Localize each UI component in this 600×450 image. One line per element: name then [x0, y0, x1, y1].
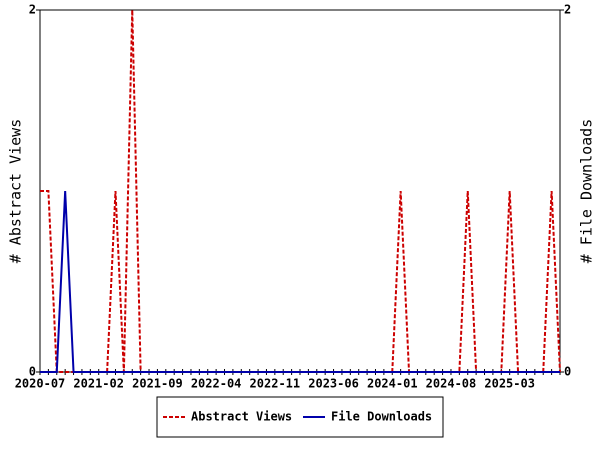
- x-tick-label: 2021-09: [132, 377, 183, 391]
- y-axis-label: # Abstract Views: [7, 119, 25, 264]
- x-tick-label: 2023-06: [308, 377, 359, 391]
- y2-axis-label: # File Downloads: [578, 119, 596, 264]
- y-tick-label: 0: [29, 365, 36, 379]
- x-tick-label: 2024-08: [426, 377, 477, 391]
- series-line: [40, 190, 560, 373]
- legend-label: Abstract Views: [191, 410, 292, 424]
- x-tick-label: 2025-03: [484, 377, 535, 391]
- y2-tick-label: 0: [564, 365, 571, 379]
- legend-box: [156, 396, 444, 438]
- x-tick-label: 2022-04: [191, 377, 242, 391]
- x-tick-label: 2020-07: [15, 377, 66, 391]
- y-tick-label: 2: [29, 3, 36, 17]
- x-tick-label: 2024-01: [367, 377, 418, 391]
- y2-tick-label: 2: [564, 3, 571, 17]
- legend-label: File Downloads: [331, 410, 432, 424]
- x-tick-label: 2021-02: [73, 377, 124, 391]
- x-tick-label: 2022-11: [250, 377, 301, 391]
